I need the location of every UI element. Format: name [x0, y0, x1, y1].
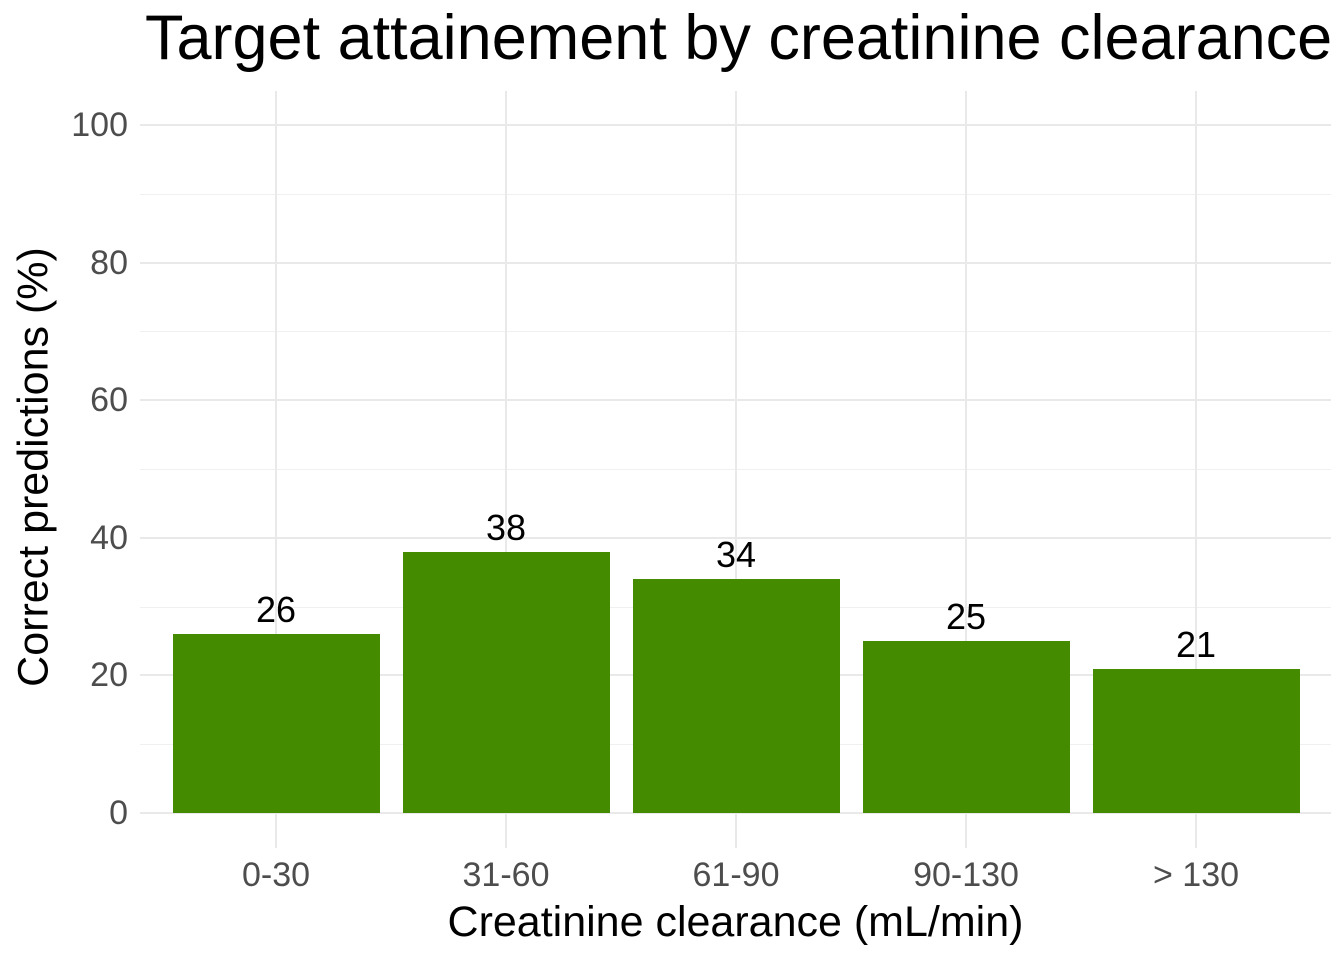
x-gridline-major: [1195, 91, 1197, 848]
y-tick-label: 40: [90, 518, 128, 557]
y-tick-label: 100: [71, 106, 128, 144]
bar-value-label: 38: [485, 506, 527, 548]
x-tick-label: 31-60: [462, 856, 550, 894]
y-tick-label: 80: [90, 243, 128, 282]
bar-value-label: 25: [945, 596, 987, 637]
x-gridline-major: [275, 91, 277, 848]
x-gridline-major: [965, 91, 967, 848]
bar-0-30: [172, 634, 380, 813]
x-axis-title: Creatinine clearance (mL/min): [447, 898, 1024, 946]
bar-value-label: 21: [1175, 623, 1217, 665]
x-gridline-major: [505, 91, 507, 848]
bar->130: [1092, 668, 1300, 813]
y-axis-title: Correct predictions (%): [9, 247, 58, 687]
bar-31-60: [402, 551, 610, 813]
x-tick-label: 61-90: [692, 856, 780, 894]
y-tick-label: 0: [109, 794, 128, 832]
bar-61-90: [632, 579, 840, 813]
bar-90-130: [862, 641, 1070, 813]
x-tick-label: 90-130: [913, 856, 1019, 894]
chart-title: Target attainement by creatinine clearan…: [145, 3, 1333, 73]
y-tick-label: 60: [90, 381, 128, 420]
bar-value-label: 34: [715, 534, 757, 576]
x-tick-label: > 130: [1152, 856, 1240, 894]
y-tick-label: 20: [90, 656, 128, 695]
plot-panel: 26 38 34 25 21: [140, 91, 1331, 848]
bar-value-label: 26: [255, 589, 297, 631]
x-tick-label: 0-30: [241, 856, 311, 894]
x-gridline-major: [735, 91, 737, 848]
